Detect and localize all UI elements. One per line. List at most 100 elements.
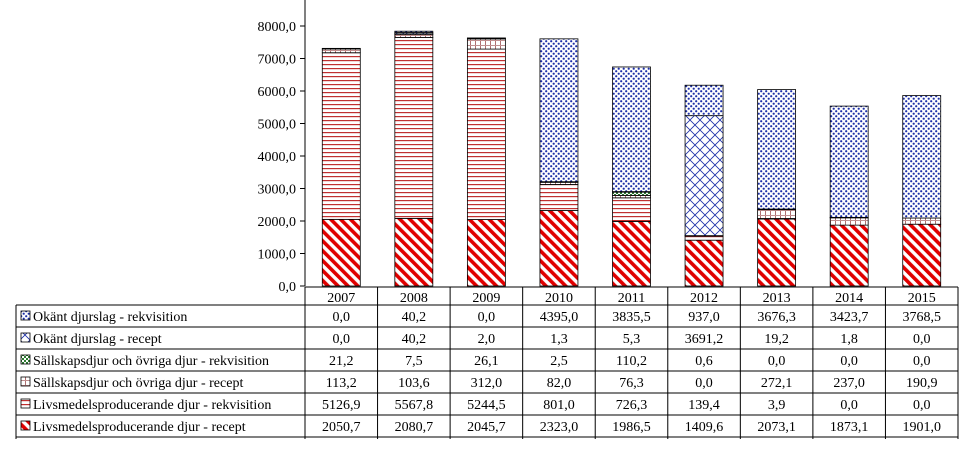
x-category-label: 2008	[400, 291, 428, 306]
x-category-label: 2011	[618, 291, 645, 306]
data-table: 2007 2008 2009 2010 2011 2012 2013 2014 2015 Okän…	[15, 286, 959, 439]
y-tick-label: 4000,0	[258, 150, 297, 165]
data-label: 5244,5	[467, 398, 506, 413]
data-label: 2323,0	[540, 420, 579, 435]
data-label: 0,0	[840, 354, 858, 369]
y-tick-label: 0,0	[279, 280, 297, 295]
data-label: 103,6	[398, 376, 430, 391]
bar-segment-2011-s5	[612, 66, 651, 192]
y-tick-label: 6000,0	[258, 85, 297, 100]
y-tick-label: 3000,0	[258, 183, 297, 198]
legend-series-name: Okänt djurslag - recept	[33, 332, 162, 347]
data-label: 2045,7	[467, 420, 506, 435]
bar-segment-2007-s3	[321, 47, 361, 50]
legend-key-swatch	[20, 332, 31, 343]
y-axis: 0,0 1000,0 2000,0 3000,0 4000,0 5000,0 6000,0 7…	[258, 0, 306, 295]
legend-key-swatch	[20, 398, 31, 409]
data-label: 40,2	[402, 332, 427, 347]
bar-segment-2013-s2	[757, 209, 797, 219]
data-label: 2050,7	[322, 420, 361, 435]
data-label: 190,9	[906, 376, 938, 391]
data-label: 1409,6	[685, 420, 724, 435]
data-label: 0,0	[695, 376, 713, 391]
data-label: 7,5	[405, 354, 423, 369]
data-label: 2073,1	[757, 420, 796, 435]
bar-segment-2007-s1	[321, 52, 361, 220]
legend-series-name: Livsmedelsproducerande djur - rekvisitio…	[33, 398, 271, 413]
data-label: 2,0	[478, 332, 496, 347]
data-label: 3835,5	[612, 310, 651, 325]
data-label: 3,9	[768, 398, 786, 413]
y-tick-label: 8000,0	[258, 20, 297, 35]
data-label: 2080,7	[395, 420, 434, 435]
x-category-label: 2007	[327, 291, 355, 306]
data-label: 2,5	[550, 354, 568, 369]
bar-segment-2010-s5	[539, 38, 579, 183]
bar-segment-2009-s1	[466, 48, 506, 220]
legend-key-swatch	[20, 310, 31, 321]
plot-area	[321, 30, 942, 287]
data-label: 139,4	[688, 398, 720, 413]
data-label: 726,3	[616, 398, 648, 413]
bar-segment-2014-s5	[829, 105, 869, 218]
data-label: 312,0	[471, 376, 503, 391]
data-label: 0,0	[768, 354, 786, 369]
data-label: 26,1	[474, 354, 499, 369]
bar-segment-2009-s4	[466, 37, 506, 40]
data-label: 237,0	[833, 376, 865, 391]
data-label: 3676,3	[757, 310, 796, 325]
data-label: 21,2	[329, 354, 354, 369]
data-label: 1,8	[840, 332, 858, 347]
data-label: 1,3	[550, 332, 568, 347]
bar-segment-2007-s0	[321, 218, 361, 287]
data-label: 0,0	[333, 332, 351, 347]
y-tick-label: 2000,0	[258, 215, 297, 230]
x-category-label: 2014	[835, 291, 863, 306]
legend-key-swatch	[20, 354, 31, 365]
bar-segment-2013-s0	[757, 218, 797, 287]
bar-segment-2008-s1	[394, 37, 434, 219]
data-label: 0,0	[478, 310, 496, 325]
data-label: 801,0	[543, 398, 575, 413]
x-category-label: 2010	[545, 291, 573, 306]
data-label: 937,0	[688, 310, 720, 325]
y-tick-label: 7000,0	[258, 53, 297, 68]
bar-segment-2015-s0	[902, 223, 942, 287]
data-label: 0,6	[695, 354, 713, 369]
y-tick-label: 5000,0	[258, 118, 297, 133]
legend-key-swatch	[20, 376, 31, 387]
data-label: 40,2	[402, 310, 427, 325]
y-tick-label: 1000,0	[258, 248, 297, 263]
data-label: 0,0	[913, 332, 931, 347]
data-label: 0,0	[333, 310, 351, 325]
data-label: 5126,9	[322, 398, 361, 413]
data-label: 110,2	[616, 354, 647, 369]
bar-segment-2014-s2	[829, 217, 869, 226]
legend-series-name: Livsmedelsproducerande djur - recept	[33, 420, 246, 435]
data-label: 3768,5	[902, 310, 941, 325]
bar-segment-2012-s5	[684, 84, 724, 117]
bar-segment-2013-s5	[757, 89, 797, 210]
bar-segment-2015-s5	[902, 95, 942, 219]
bar-segment-2012-s4	[684, 115, 724, 237]
data-label: 1873,1	[830, 420, 869, 435]
data-label: 0,0	[913, 354, 931, 369]
data-label: 1901,0	[902, 420, 941, 435]
bar-segment-2008-s5	[394, 30, 434, 33]
bar-segment-2009-s0	[466, 219, 506, 287]
legend-series-name: Okänt djurslag - rekvisition	[33, 310, 187, 325]
bar-segment-2014-s0	[829, 224, 869, 287]
data-label: 3691,2	[685, 332, 724, 347]
data-label: 0,0	[840, 398, 858, 413]
data-label: 5,3	[623, 332, 641, 347]
bar-segment-2012-s0	[684, 239, 724, 287]
data-label: 82,0	[547, 376, 572, 391]
data-label: 19,2	[764, 332, 789, 347]
legend-series-name: Sällskapsdjur och övriga djur - rekvisit…	[33, 354, 269, 369]
bar-segment-2009-s2	[466, 38, 506, 50]
bar-segment-2011-s1	[612, 197, 651, 222]
bar-segment-2011-s0	[612, 221, 651, 287]
bar-segment-2015-s2	[902, 217, 942, 225]
data-label: 113,2	[326, 376, 357, 391]
